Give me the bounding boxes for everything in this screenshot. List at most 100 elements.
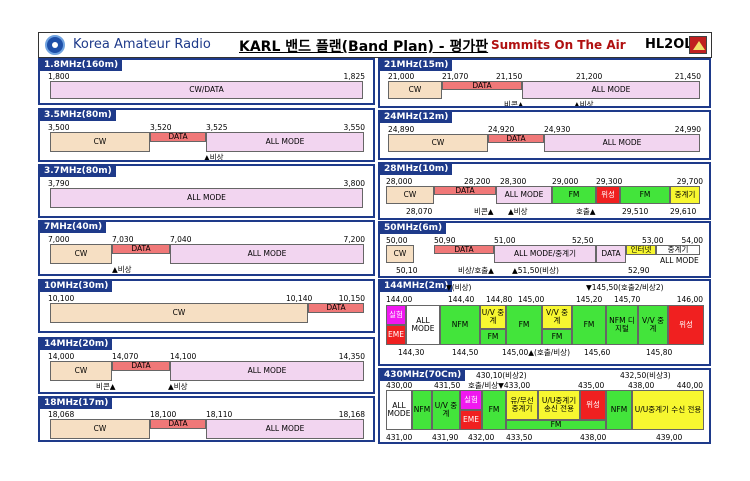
freq-label: 7,200: [343, 235, 365, 244]
beacon-mark: 비콘▲: [474, 207, 494, 216]
freq-label: 28,200: [464, 177, 491, 186]
freq-label: 1,800: [48, 72, 70, 81]
freq-label: 28,070: [406, 207, 433, 216]
freq-label: 14,100: [170, 352, 197, 361]
freq-label: 29,300: [596, 177, 623, 186]
freq-label: 433,50: [506, 433, 533, 442]
emergency-mark: ▲비상: [112, 265, 132, 274]
band-title: 28MHz(10m): [380, 164, 453, 175]
freq-label: 18,168: [338, 410, 365, 419]
segment-data: DATA: [596, 245, 626, 263]
segment-all-mode: ALL MODE: [170, 244, 364, 264]
segment-all-mode: ALL MODE: [406, 305, 440, 345]
band-title: 430MHz(70Cm): [380, 370, 466, 381]
segment-experimental: 실험: [386, 305, 406, 325]
sota-label: Summits On The Air: [491, 38, 626, 52]
freq-label: 144,80: [486, 295, 513, 304]
segment-eme: EME: [386, 325, 406, 345]
freq-label: 18,068: [48, 410, 75, 419]
segment-vv-repeater: V/V 중계: [638, 305, 668, 345]
freq-label: 145,00: [518, 295, 545, 304]
calling-top-mark: ▼145,50(호출2/비상2): [586, 283, 664, 292]
segment-fm: FM: [482, 390, 506, 430]
segment-repeater: 중계기: [670, 186, 700, 204]
freq-label: 18,110: [206, 410, 233, 419]
segment-all-mode: ALL MODE: [170, 361, 364, 381]
band-title: 3.7MHz(80m): [40, 166, 116, 177]
segment-fm: FM: [542, 329, 572, 345]
band-80m-panel: 3.5MHz(80m) 3,500 3,520 3,525 3,550 CW D…: [38, 108, 375, 162]
segment-all-mode: ALL MODE: [522, 81, 700, 99]
org-name: Korea Amateur Radio: [73, 37, 211, 52]
band-3-7mhz-panel: 3.7MHz(80m) 3,790 3,800 ALL MODE: [38, 164, 375, 218]
segment-fm: FM: [506, 305, 542, 345]
freq-label: 50,90: [434, 236, 456, 245]
segment-internet: 인터넷: [626, 245, 656, 255]
segment-all-mode: ALL MODE: [544, 134, 700, 152]
segment-satellite: 위성: [580, 390, 606, 420]
segment-vv-repeater: V/V 중계: [542, 305, 572, 329]
segment-fm: FM: [620, 186, 670, 204]
callsign: HL2OLP: [645, 37, 703, 52]
karl-logo-icon: [45, 35, 65, 55]
emergency-mark: ▲비상: [204, 153, 224, 162]
page-title: KARL 밴드 플랜(Band Plan) - 평가판: [239, 39, 489, 55]
freq-label: 28,000: [386, 177, 413, 186]
freq-label: 29,610: [670, 207, 697, 216]
segment-cw: CW: [50, 132, 150, 152]
segment-uv-repeater: U/V 중계: [432, 390, 460, 430]
freq-label: 50,10: [396, 266, 418, 275]
calling-mark: 호출/비상▼433,00: [468, 381, 531, 390]
segment-fm: FM: [552, 186, 596, 204]
band-10m-panel: 28MHz(10m) 28,000 28,200 28,300 29,000 2…: [378, 162, 711, 220]
band-title: 14MHz(20m): [40, 339, 113, 350]
freq-label: 21,150: [496, 72, 523, 81]
freq-label: 144,00: [386, 295, 413, 304]
calling-mark: 145,00▲(호출/비상): [502, 348, 570, 357]
freq-label: 144,50: [452, 348, 479, 357]
freq-label: 10,140: [286, 294, 313, 303]
freq-label: 145,20: [576, 295, 603, 304]
band-title: 50MHz(6m): [380, 223, 447, 234]
segment-cw: CW: [386, 245, 414, 263]
emergency-mark: ▲비상: [168, 382, 188, 391]
segment-data: DATA: [150, 132, 206, 142]
segment-fm-bar: FM: [506, 420, 606, 430]
segment-repeater: 중계기: [656, 245, 700, 255]
segment-wired-wireless-repeater: 유/무선 중계기: [506, 390, 538, 420]
freq-label: 21,070: [442, 72, 469, 81]
freq-label: 145,80: [646, 348, 673, 357]
segment-cw: CW: [386, 186, 434, 204]
freq-label: 21,200: [576, 72, 603, 81]
segment-satellite: 위성: [596, 186, 620, 204]
segment-data: DATA: [112, 244, 170, 254]
freq-label: 14,000: [48, 352, 75, 361]
beacon-mark: 비콘▲: [504, 100, 524, 108]
sota-logo-icon: [689, 36, 707, 54]
emergency-mark: ▲비상: [574, 100, 594, 108]
band-12m-panel: 24MHz(12m) 24,890 24,920 24,930 24,990 C…: [378, 110, 711, 160]
emergency-mark: ▲51,50(비상): [512, 266, 559, 275]
freq-label: 145,60: [584, 348, 611, 357]
segment-all-mode: ALL MODE: [386, 390, 412, 430]
freq-label: 430,00: [386, 381, 413, 390]
freq-label: 438,00: [628, 381, 655, 390]
freq-label: 3,800: [343, 179, 365, 188]
freq-label: 3,525: [206, 123, 228, 132]
freq-label: 431,90: [432, 433, 459, 442]
freq-label: 144,30: [398, 348, 425, 357]
freq-label: 29,700: [676, 177, 703, 186]
emergency-mark: ▲비상: [508, 207, 528, 216]
all-mode-label: ALL MODE: [660, 256, 699, 265]
freq-label: 438,00: [580, 433, 607, 442]
freq-label: 21,000: [388, 72, 415, 81]
segment-cw: CW: [50, 419, 150, 439]
emergency-calling-mark: 비상/호출▲: [458, 266, 494, 275]
segment-uu-repeater-rx: U/U중계기 수신 전용: [632, 390, 704, 430]
segment-all-mode: ALL MODE: [206, 419, 364, 439]
freq-label: 18,100: [150, 410, 177, 419]
segment-cw: CW: [388, 81, 442, 99]
freq-label: 3,520: [150, 123, 172, 132]
freq-label: 21,450: [674, 72, 701, 81]
segment-data: DATA: [488, 134, 544, 143]
